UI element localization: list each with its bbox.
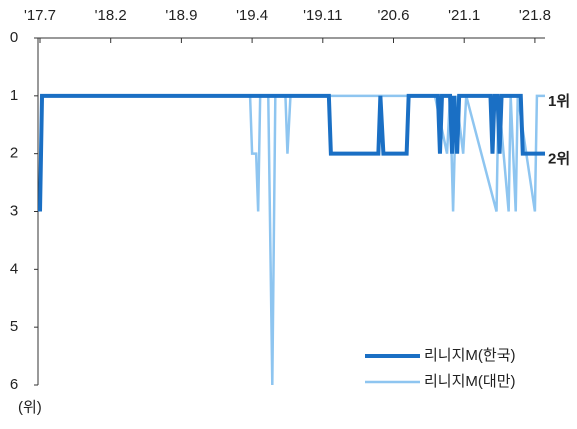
x-tick-label: '18.9 — [165, 7, 197, 24]
x-tick-label: '19.11 — [303, 7, 342, 24]
line-series — [40, 94, 545, 386]
y-tick-label: 5 — [10, 318, 18, 335]
end-label: 1위 — [548, 93, 570, 110]
y-axis-label: (위) — [18, 399, 42, 416]
y-tick-label: 3 — [10, 202, 18, 219]
y-tick-label: 1 — [10, 87, 18, 104]
x-tick-label: '18.2 — [95, 7, 127, 24]
x-tick-label: '17.7 — [24, 7, 56, 24]
y-tick-label: 4 — [10, 260, 18, 277]
x-tick-label: '21.1 — [448, 7, 480, 24]
line-series — [38, 93, 545, 212]
legend-label: 리니지M(대만) — [424, 373, 516, 390]
x-tick-label: '19.4 — [236, 7, 268, 24]
x-tick-label: '20.6 — [377, 7, 409, 24]
y-tick-label: 6 — [10, 376, 18, 393]
x-tick-label: '21.8 — [519, 7, 551, 24]
legend-label: 리니지M(한국) — [424, 347, 516, 364]
y-tick-label: 0 — [10, 29, 18, 46]
end-label: 2위 — [548, 151, 570, 168]
y-tick-label: 2 — [10, 145, 18, 162]
